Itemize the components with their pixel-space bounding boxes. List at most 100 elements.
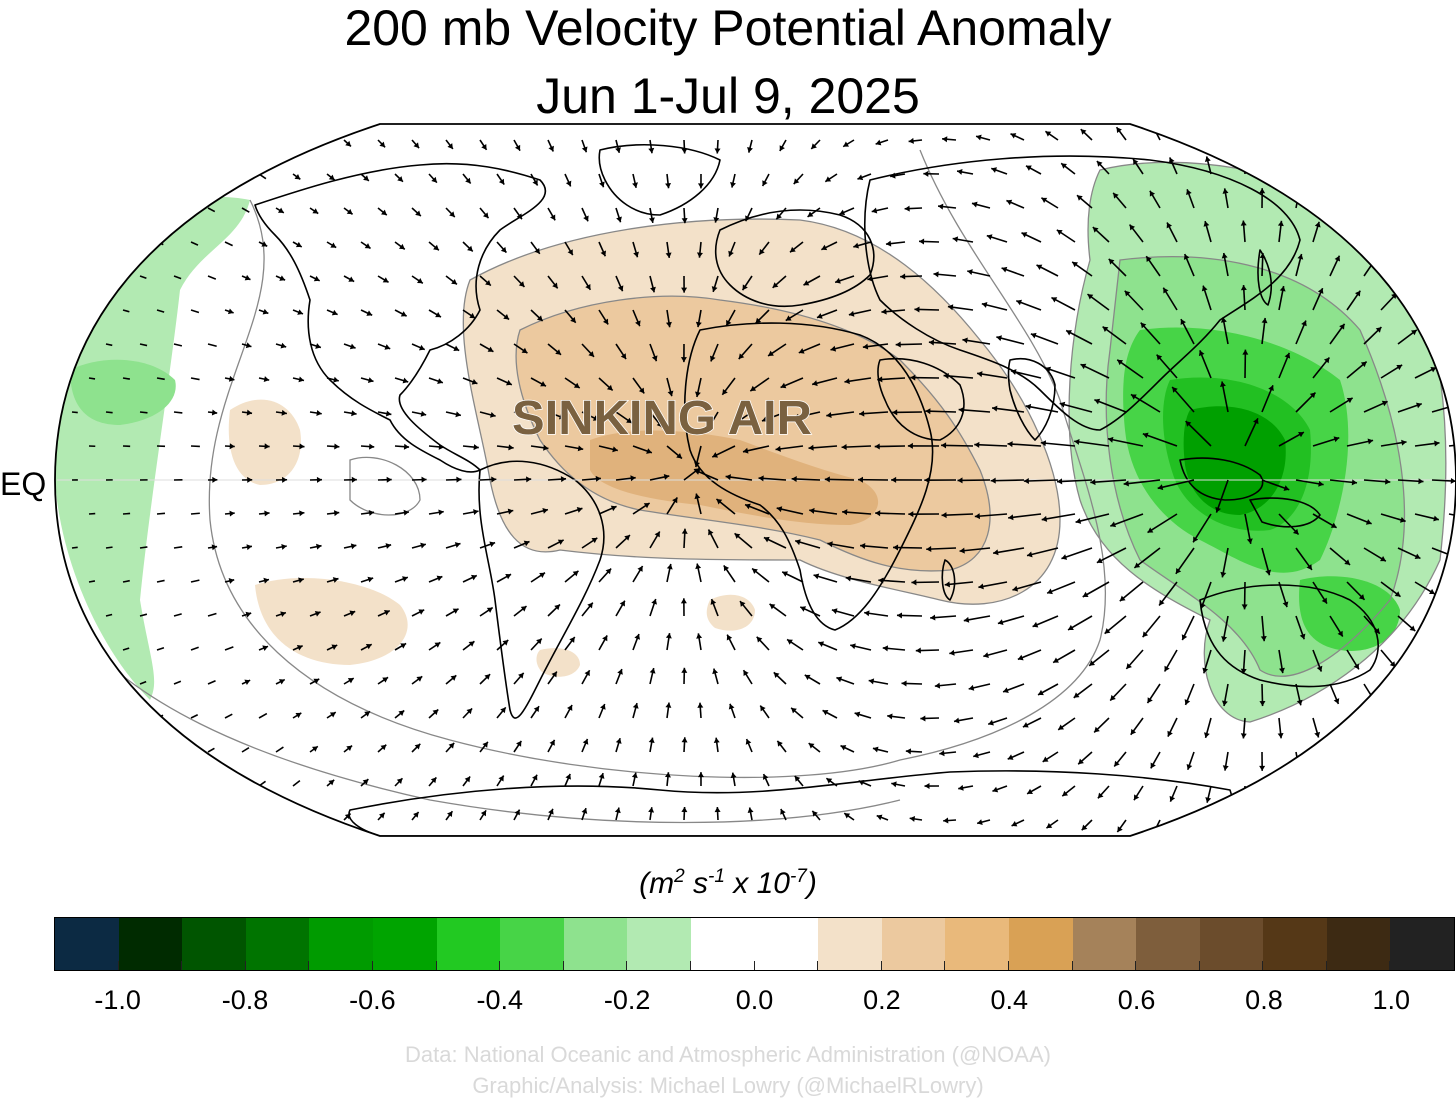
wind-vector-head	[944, 581, 951, 588]
wind-vector-head	[1330, 829, 1336, 836]
wind-vector	[156, 646, 165, 651]
wind-vector-head	[1223, 830, 1230, 836]
colorbar-swatch	[1135, 918, 1200, 970]
wind-vector-head	[482, 212, 489, 219]
wind-vector-head	[779, 145, 785, 152]
wind-vector	[105, 411, 113, 414]
wind-vector-head	[775, 445, 781, 452]
wind-vector-head	[791, 707, 797, 714]
wind-vector-head	[780, 382, 787, 389]
wind-vector	[1096, 547, 1127, 564]
wind-vector-head	[565, 180, 572, 187]
wind-vector	[88, 309, 95, 313]
wind-vector-head	[453, 345, 460, 352]
wind-vector-head	[1164, 665, 1170, 672]
wind-vector	[1431, 261, 1447, 277]
wind-vector-head	[934, 682, 941, 689]
wind-vector	[1116, 359, 1144, 379]
wind-vector-head	[349, 343, 356, 350]
wind-vector	[1414, 717, 1427, 734]
wind-vector-head	[414, 743, 421, 750]
wind-vector-head	[536, 638, 542, 645]
wind-vector-head	[1012, 585, 1019, 592]
wind-vector	[1123, 479, 1161, 485]
wind-vector-head	[1040, 440, 1047, 447]
wind-vector-head	[809, 507, 815, 514]
wind-vector	[1397, 683, 1412, 701]
colorbar-swatch	[689, 918, 755, 970]
wind-vector-head	[1295, 765, 1302, 771]
wind-vector-head	[1030, 332, 1037, 339]
wind-vector-head	[1354, 290, 1361, 297]
wind-vector-head	[382, 677, 389, 683]
wind-vector-head	[875, 510, 881, 517]
wind-vector-head	[396, 778, 403, 784]
wind-vector-head	[421, 476, 427, 483]
wind-vector-head	[1006, 199, 1013, 206]
wind-vector	[1156, 354, 1178, 379]
wind-vector-head	[471, 378, 478, 385]
wind-vector	[275, 814, 283, 821]
wind-vector-head	[599, 181, 605, 188]
wind-vector-head	[667, 390, 674, 397]
wind-vector-head	[780, 808, 786, 815]
wind-vector-head	[1301, 320, 1307, 327]
wind-vector-head	[1156, 354, 1163, 361]
wind-vector-head	[654, 531, 660, 538]
wind-vector-head	[708, 529, 714, 536]
wind-vector	[1329, 124, 1336, 141]
wind-vector-head	[507, 508, 514, 515]
wind-vector-head	[885, 240, 892, 247]
wind-vector-head	[311, 746, 318, 752]
wind-vector-head	[297, 309, 304, 315]
wind-vector-head	[791, 476, 797, 483]
wind-vector-head	[402, 377, 409, 384]
wind-vector	[1380, 158, 1390, 175]
wind-vector-head	[709, 355, 716, 362]
colorbar-tick-label: 0.4	[990, 985, 1028, 1015]
wind-vector-head	[1007, 754, 1014, 760]
wind-vector-head	[518, 281, 525, 287]
wind-vector-head	[1159, 599, 1165, 606]
wind-vector-head	[347, 678, 354, 684]
wind-vector-head	[1149, 190, 1156, 197]
wind-vector-head	[803, 280, 810, 286]
wind-vector-head	[1367, 438, 1374, 445]
wind-vector-head	[365, 644, 372, 650]
wind-vector-head	[777, 740, 783, 747]
colorbar-swatch	[880, 918, 946, 970]
wind-vector-head	[1323, 357, 1330, 364]
world-map: SINKING AIR	[54, 123, 1456, 837]
wind-vector-head	[595, 475, 601, 482]
wind-vector	[241, 139, 249, 146]
wind-vector-head	[229, 510, 235, 517]
wind-vector-head	[1259, 124, 1266, 129]
wind-vector	[71, 613, 78, 617]
wind-vector-head	[543, 444, 549, 451]
wind-vector-head	[500, 707, 506, 714]
wind-vector	[88, 377, 96, 380]
wind-vector-head	[384, 344, 391, 350]
wind-vector-head	[1082, 591, 1089, 598]
wind-vector-head	[581, 146, 588, 153]
wind-vector	[241, 815, 249, 821]
wind-vector-head	[1282, 601, 1289, 608]
wind-vector-head	[418, 609, 425, 615]
africa-outline	[684, 322, 934, 631]
wind-vector-head	[570, 316, 576, 323]
colorbar-tick-label: -0.6	[349, 985, 396, 1015]
wind-vector-head	[1053, 657, 1059, 663]
wind-vector	[173, 816, 180, 821]
wind-vector-head	[437, 378, 443, 384]
wind-vector-head	[346, 208, 353, 215]
wind-vector	[258, 712, 268, 719]
wind-vector-head	[882, 645, 889, 652]
wind-vector-head	[1140, 322, 1147, 329]
wind-vector-head	[747, 147, 753, 153]
wind-vector-head	[1168, 157, 1175, 164]
wind-vector-head	[598, 773, 605, 779]
wind-vector-head	[1314, 221, 1321, 228]
colorbar-tick-label: 0.8	[1245, 985, 1283, 1015]
wind-vector-head	[228, 375, 235, 382]
wind-vector-head	[246, 409, 253, 416]
